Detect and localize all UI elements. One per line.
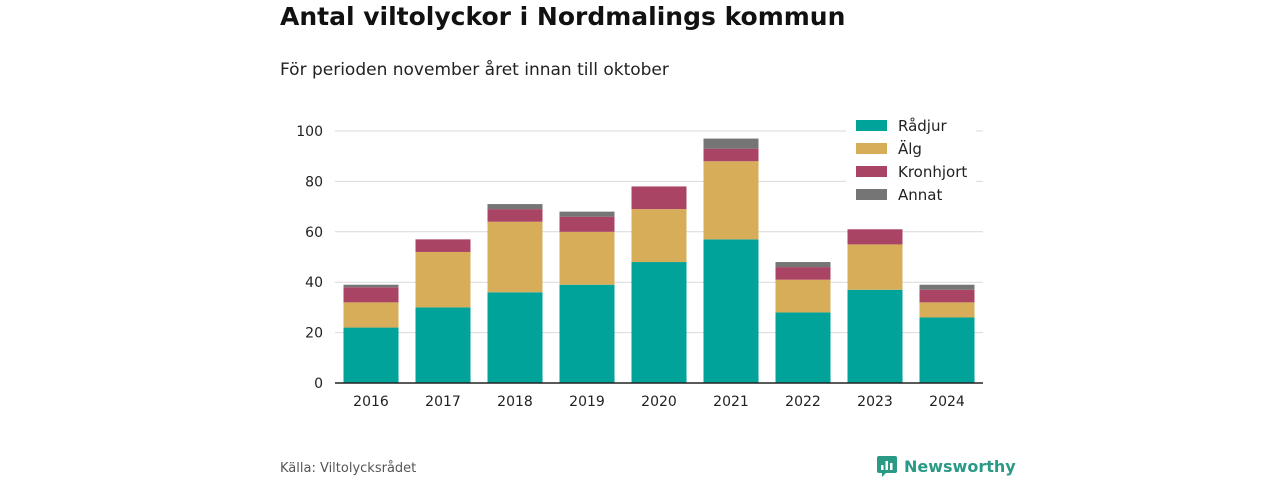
bar-segment [919, 284, 975, 290]
bar-segment [631, 186, 687, 210]
x-tick-label: 2022 [785, 394, 821, 410]
bar-segment [487, 292, 543, 383]
legend-label: Älg [898, 139, 922, 158]
legend-label: Rådjur [898, 117, 947, 135]
bar-segment [415, 307, 471, 383]
x-tick-label: 2019 [569, 394, 605, 410]
newsworthy-logo-icon [877, 456, 897, 477]
bar-segment [703, 239, 759, 383]
bar-segment [775, 312, 831, 383]
bar-segment [559, 216, 615, 232]
bar-segment [703, 148, 759, 162]
x-tick-label: 2021 [713, 394, 749, 410]
legend-label: Kronhjort [898, 163, 967, 181]
bar-segment [847, 244, 903, 290]
x-tick-label: 2020 [641, 394, 677, 410]
newsworthy-logo: Newsworthy [876, 455, 1016, 477]
bar-segment [487, 209, 543, 222]
x-tick-label: 2018 [497, 394, 533, 410]
bar-segment [415, 239, 471, 252]
bar-segment [775, 262, 831, 268]
legend-label: Annat [898, 186, 942, 204]
brand-name: Newsworthy [904, 456, 1016, 476]
y-tick-label: 0 [314, 376, 323, 392]
bar-segment [559, 211, 615, 217]
y-tick-label: 80 [305, 174, 323, 190]
bar-segment [343, 287, 399, 303]
bar-segment [775, 267, 831, 280]
bar-segment [343, 327, 399, 383]
bar-segment [487, 204, 543, 210]
chart-title: Antal viltolyckor i Nordmalings kommun [280, 2, 846, 31]
bar-segment [343, 302, 399, 328]
bar-segment [559, 231, 615, 285]
bar-segment [703, 161, 759, 240]
bar-segment [487, 221, 543, 293]
bar-segment [847, 289, 903, 383]
x-tick-label: 2024 [929, 394, 965, 410]
x-tick-label: 2023 [857, 394, 893, 410]
y-tick-label: 20 [305, 326, 323, 342]
x-tick-label: 2017 [425, 394, 461, 410]
bar-segment [919, 289, 975, 303]
bar-segment [631, 262, 687, 383]
source-note: Källa: Viltolycksrådet [280, 461, 417, 476]
legend-swatch [856, 189, 887, 200]
x-tick-label: 2016 [353, 394, 389, 410]
legend-swatch [856, 166, 887, 177]
bar-segment [919, 317, 975, 383]
bar-segment [847, 229, 903, 245]
bar-segment [415, 251, 471, 308]
y-tick-label: 100 [296, 124, 323, 140]
chart-subtitle: För perioden november året innan till ok… [280, 60, 669, 80]
y-tick-label: 40 [305, 275, 323, 291]
bar-segment [343, 284, 399, 288]
legend-swatch [856, 120, 887, 131]
bar-segment [919, 302, 975, 318]
legend-swatch [856, 143, 887, 154]
bar-segment [559, 284, 615, 383]
y-tick-label: 60 [305, 225, 323, 241]
bar-segment [775, 279, 831, 313]
bar-segment [631, 209, 687, 263]
bar-segment [703, 138, 759, 149]
